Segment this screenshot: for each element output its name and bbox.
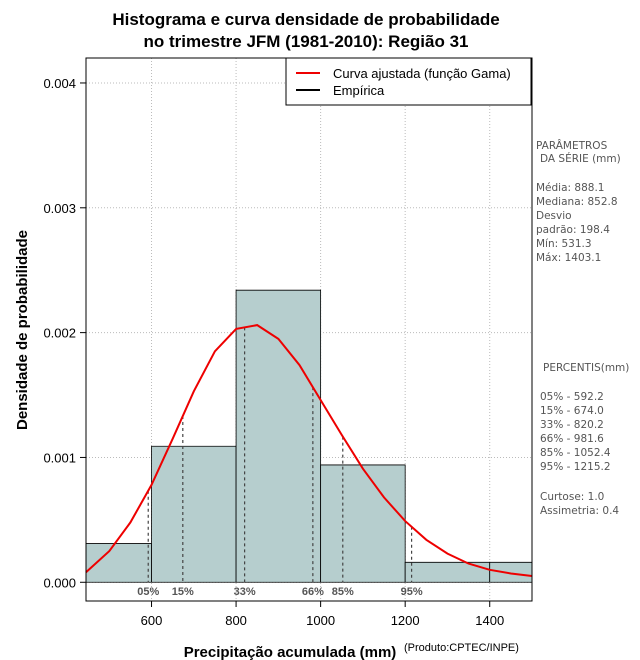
percentile-label: 85% xyxy=(332,586,354,598)
params-title: PARÂMETROS xyxy=(536,139,608,152)
y-tick-label: 0.003 xyxy=(43,201,76,216)
histogram-bar-outline xyxy=(235,289,322,583)
percentile-label: 05% xyxy=(137,586,159,598)
x-tick-label: 800 xyxy=(225,613,247,628)
param-stddev-label: Desvio xyxy=(536,210,572,222)
param-mean: Média: 888.1 xyxy=(536,182,604,194)
histogram-bar xyxy=(236,290,321,583)
x-tick-label: 1400 xyxy=(475,613,504,628)
y-tick-label: 0.002 xyxy=(43,326,76,341)
percentile-label: 95% xyxy=(401,586,423,598)
percentile-66: 66% - 981.6 xyxy=(540,433,604,445)
percentile-05: 05% - 592.2 xyxy=(540,391,604,403)
skewness: Assimetria: 0.4 xyxy=(540,505,619,517)
product-credit: (Produto:CPTEC/INPE) xyxy=(404,642,519,654)
legend-box xyxy=(285,57,532,106)
param-median: Mediana: 852.8 xyxy=(536,196,618,208)
kurtosis: Curtose: 1.0 xyxy=(540,491,604,503)
chart-title-line-2: no trimestre JFM (1981-2010): Região 31 xyxy=(143,32,468,51)
series-parameters-panel: PARÂMETROS DA SÉRIE (mm) Média: 888.1 Me… xyxy=(536,139,629,517)
percentile-95: 95% - 1215.2 xyxy=(540,461,611,473)
percentile-33: 33% - 820.2 xyxy=(540,419,604,431)
param-min: Mín: 531.3 xyxy=(536,238,592,250)
percentile-15: 15% - 674.0 xyxy=(540,405,604,417)
histogram-bar xyxy=(151,446,237,583)
histogram-bar xyxy=(320,464,406,583)
y-tick-label: 0.000 xyxy=(43,575,76,590)
legend-label-curve: Curva ajustada (função Gama) xyxy=(333,66,511,81)
param-stddev: padrão: 198.4 xyxy=(536,224,610,236)
percentile-labels: 05% 15% 33% 66% 85% 95% xyxy=(137,586,423,598)
chart-title-line-1: Histograma e curva densidade de probabil… xyxy=(112,10,499,29)
histogram-bar-outline xyxy=(320,464,406,583)
x-axis-ticks: 600 800 1000 1200 1400 xyxy=(141,601,504,628)
percentile-label: 33% xyxy=(234,586,256,598)
legend: Curva ajustada (função Gama) Empírica xyxy=(285,57,532,106)
percentile-label: 66% xyxy=(302,586,324,598)
x-axis-label: Precipitação acumulada (mm) xyxy=(184,644,397,660)
y-axis-label: Densidade de probabilidade xyxy=(14,230,31,430)
percentile-85: 85% - 1052.4 xyxy=(540,447,611,459)
y-tick-label: 0.004 xyxy=(43,76,76,91)
histogram-bar xyxy=(405,562,490,583)
percentile-lines xyxy=(147,327,413,583)
y-axis-ticks: 0.000 0.001 0.002 0.003 0.004 xyxy=(43,76,86,590)
histogram-bar xyxy=(489,562,532,583)
x-tick-label: 1000 xyxy=(306,613,335,628)
legend-label-empirical: Empírica xyxy=(333,83,385,98)
histogram-bar-outline xyxy=(489,561,532,583)
params-subtitle: DA SÉRIE (mm) xyxy=(540,152,621,165)
param-max: Máx: 1403.1 xyxy=(536,252,601,264)
percentile-label: 15% xyxy=(172,586,194,598)
percentiles-title: PERCENTIS(mm) xyxy=(543,362,629,374)
x-tick-label: 600 xyxy=(141,613,163,628)
y-tick-label: 0.001 xyxy=(43,450,76,465)
x-tick-label: 1200 xyxy=(391,613,420,628)
fitted-gamma-curve xyxy=(85,324,533,577)
histogram-bars xyxy=(86,289,532,583)
